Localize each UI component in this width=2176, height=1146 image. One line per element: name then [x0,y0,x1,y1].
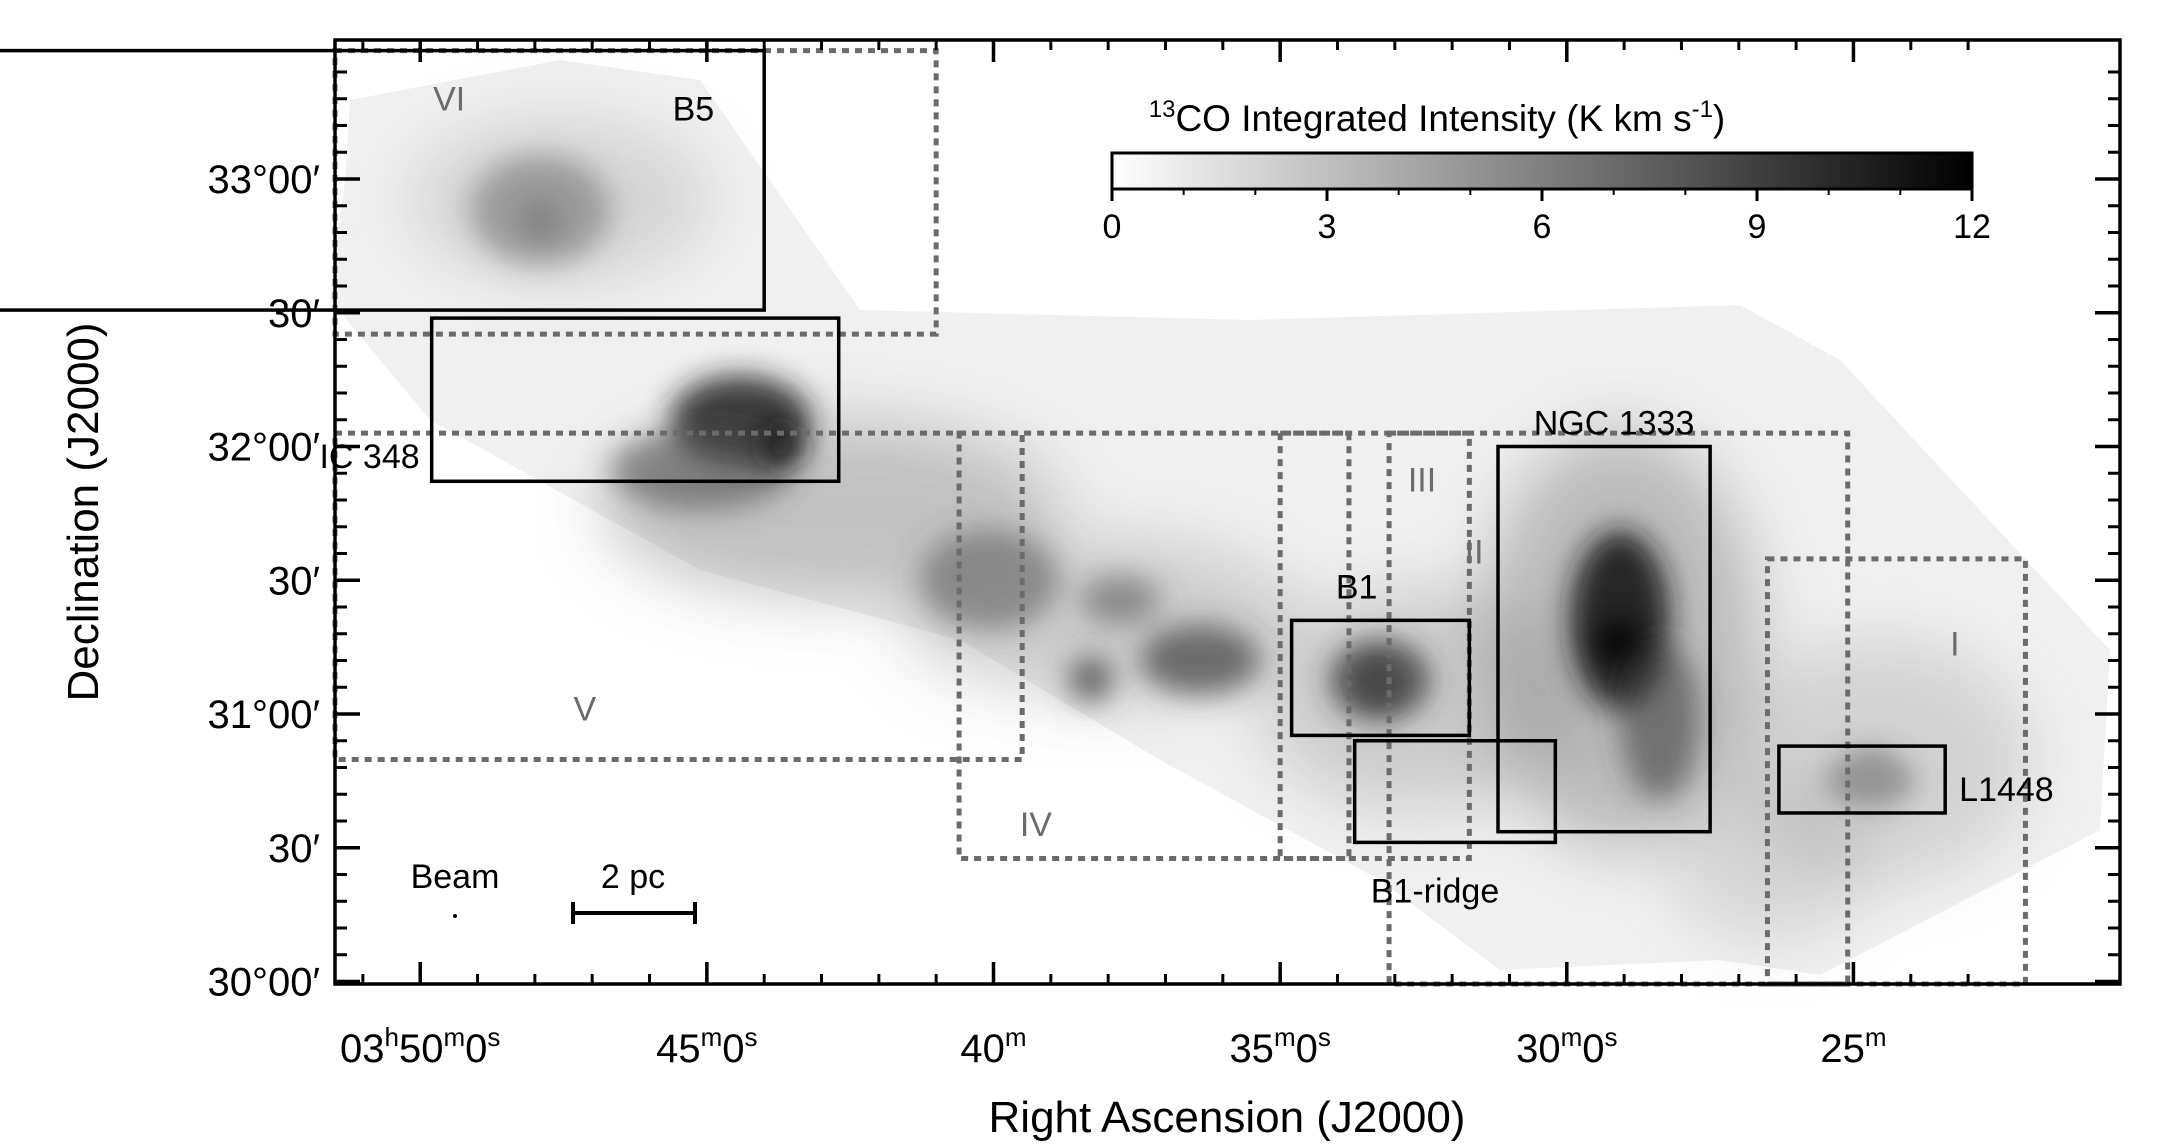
source-box-ngc-1333 [1496,444,1712,834]
colorbar-label-prefix: 13 [1149,96,1176,123]
x-ticks: 03h50m0s 45m0s 40m 35m0s 30m0s 25m [340,40,1970,1071]
emission-peak [1068,657,1113,702]
x-tick-label: 35m0s [1229,1022,1330,1071]
plot-frame [333,38,2122,986]
y-tick-label: 30°00′ [208,961,320,1005]
y-ticks: 33°00′ 30′ 32°00′ 30′ 31°00′ 30′ 30°00′ [208,70,2120,1005]
colorbar-label-main: CO Integrated Intensity (K km s [1175,98,1691,139]
region-box-iv [956,430,1352,861]
source-label-b1: B1 [1336,568,1378,606]
y-tick-label: 33°00′ [208,158,320,202]
source-label-b5: B5 [673,91,715,129]
region-box-iii [1277,430,1472,861]
colorbar-label-exponent: -1 [1692,96,1713,123]
source-box-b1-ridge [1352,739,1558,845]
y-tick-label: 30′ [268,292,320,336]
colorbar-ticks: 0 3 6 9 12 [1103,189,1991,246]
x-tick-label: 03h50m0s [340,1022,500,1071]
colorbar-label: 13CO Integrated Intensity (K km s-1) [1149,96,1726,139]
colorbar-tick-label: 3 [1318,208,1337,246]
y-tick-label: 30′ [268,559,320,603]
x-tick-label: 30m0s [1516,1022,1617,1071]
region-label-i: I [1950,625,1959,663]
beam-label: Beam [411,858,500,896]
source-box-ic-348 [429,316,841,484]
colorbar-tick-label: 9 [1748,208,1767,246]
region-label-iv: IV [1020,806,1052,844]
emission-peak [518,197,563,242]
region-label-v: V [574,691,597,729]
intensity-map [330,60,2110,975]
x-tick-label: 45m0s [656,1022,757,1071]
emission-peak [1355,659,1400,704]
y-tick-label: 32°00′ [208,426,320,470]
colorbar-gradient [1110,151,1974,191]
x-tick-label: 40m [960,1022,1026,1071]
region-label-ii: II [1465,533,1484,571]
region-label-vi: VI [433,80,465,118]
beam-marker [453,914,457,918]
y-tick-label: 30′ [268,827,320,871]
source-label-b1-ridge: B1-ridge [1371,872,1500,910]
colorbar: 13CO Integrated Intensity (K km s-1) 0 3 6… [1103,96,1991,246]
source-label-l1448: L1448 [1959,771,2054,809]
scale-bar-label: 2 pc [601,858,665,896]
x-tick-label: 25m [1820,1022,1886,1071]
emission-peak [1596,619,1641,664]
emission-peak [1848,750,1893,795]
y-tick-label: 31°00′ [208,693,320,737]
colorbar-label-suffix: ) [1713,98,1725,139]
colorbar-tick-label: 12 [1953,208,1991,246]
source-box-b5 [0,48,766,312]
colorbar-tick-label: 0 [1103,208,1122,246]
source-label-ngc-1333: NGC 1333 [1534,405,1695,443]
x-axis-label: Right Ascension (J2000) [989,1093,1466,1142]
region-label-iii: III [1408,461,1436,499]
source-box-l1448 [1777,744,1947,815]
source-box-b1 [1289,618,1472,738]
scale-annotations: Beam 2 pc [411,858,697,924]
colorbar-tick-label: 6 [1533,208,1552,246]
y-axis-label: Declination (J2000) [59,322,108,701]
